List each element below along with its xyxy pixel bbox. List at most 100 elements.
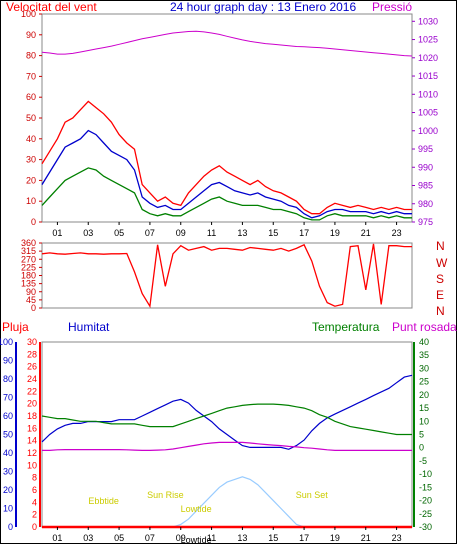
panel1-left-tick-label: 100 [21, 9, 36, 19]
panel2-border [41, 242, 413, 309]
panel3-temp-tick-label: 15 [419, 403, 429, 413]
panel3-rain-tick-label: 20 [27, 399, 37, 409]
compass-n-top: N [436, 239, 445, 253]
panel2-left-tick-label: 0 [31, 303, 36, 313]
panel1-left-tick-label: 90 [26, 30, 36, 40]
pressure-label: Pressió [372, 0, 413, 14]
panel3-humidity-tick-label: 90 [3, 356, 13, 366]
panel2-left-tick-label: 90 [26, 287, 36, 297]
wind-speed-label: Velocitat del vent [6, 0, 97, 14]
panel3-rain-tick-label: 4 [32, 497, 37, 507]
humidity-label: Humitat [68, 320, 110, 334]
panel3-temp-tick-label: -15 [419, 482, 432, 492]
panel3-temp-tick-label: 25 [419, 377, 429, 387]
panel2-series-direction [41, 243, 412, 309]
panel3-temp-tick-label: 0 [419, 443, 424, 453]
panel3-rain-tick-label: 6 [32, 485, 37, 495]
panel3-temp-tick-label: 20 [419, 390, 429, 400]
panel2-left-tick-label: 135 [21, 279, 36, 289]
panel1-left-tick-label: 60 [26, 92, 36, 102]
panel1-right-tick-label: 980 [418, 199, 433, 209]
panel3-rain-tick-label: 14 [27, 436, 37, 446]
panel3-rain-tick-label: 2 [32, 510, 37, 520]
panel3-x-tick-label: 13 [237, 533, 247, 543]
panel3-humidity-tick-label: 20 [3, 485, 13, 495]
compass-n-bottom: N [436, 304, 445, 318]
panel3-x-tick-label: 03 [83, 533, 93, 543]
panel1-series-red [41, 100, 412, 215]
panel3-rain-tick-label: 24 [27, 374, 37, 384]
panel1-x-tick-label: 05 [114, 228, 124, 238]
panel2-left-tick-label: 225 [21, 262, 36, 272]
panel3-temp-tick-label: 40 [419, 337, 429, 347]
panel1-right-tick-label: 1000 [418, 126, 438, 136]
panel1-x-tick-label: 23 [392, 228, 402, 238]
panel3-x-tick-label: 01 [52, 533, 62, 543]
panel1-left-tick-label: 40 [26, 134, 36, 144]
compass-w: W [436, 256, 448, 270]
panel1-left-tick-label: 80 [26, 51, 36, 61]
temperature-label: Temperatura [312, 320, 380, 334]
panel3-temp-tick-label: 30 [419, 363, 429, 373]
panel1-series-magenta [41, 30, 413, 57]
panel1-right-tick-label: 1015 [418, 71, 438, 81]
panel1-right-tick-label: 985 [418, 181, 433, 191]
panel3-rain-tick-label: 22 [27, 386, 37, 396]
compass-e: E [436, 288, 445, 302]
panel3-x-tick-label: 05 [114, 533, 124, 543]
panel1-x-tick-label: 11 [207, 228, 216, 238]
panel3-x-tick-label: 07 [145, 533, 155, 543]
panel3-temp-tick-label: -25 [419, 509, 432, 519]
panel3-humidity-tick-label: 100 [0, 337, 13, 347]
panel3-series-blue [41, 374, 413, 450]
panel3-rain-tick-label: 10 [27, 460, 37, 470]
panel3-annotation: Ebbtide [88, 496, 119, 506]
panel2-left-tick-label: 45 [26, 295, 36, 305]
panel3-humidity-tick-label: 80 [3, 374, 13, 384]
panel3-annotation: Lowtide [181, 504, 212, 514]
panel1-series-green [41, 167, 412, 221]
panel3-rain-tick-label: 26 [27, 362, 37, 372]
panel1-left-tick-label: 70 [26, 71, 36, 81]
panel3-annotation: Sun Set [296, 490, 329, 500]
chart-title: 24 hour graph day : 13 Enero 2016 [170, 0, 357, 14]
panel1-right-tick-label: 1020 [418, 53, 438, 63]
panel2-left-tick-label: 360 [21, 238, 36, 248]
panel3-x-tick-label: 15 [268, 533, 278, 543]
panel1-x-tick-label: 03 [83, 228, 93, 238]
panel1-right-tick-label: 1005 [418, 108, 438, 118]
panel2-left-tick-label: 180 [21, 271, 36, 281]
panel1-left-tick-label: 10 [26, 196, 36, 206]
panel3-x-tick-label: 23 [392, 533, 402, 543]
panel1-right-tick-label: 1025 [418, 35, 438, 45]
panel3-temp-tick-label: -30 [419, 522, 432, 532]
panel3-temp-tick-label: -5 [419, 456, 427, 466]
panel3-x-tick-label: 19 [330, 533, 340, 543]
panel1-x-tick-label: 07 [145, 228, 155, 238]
dewpoint-label: Punt rosada [392, 320, 457, 334]
panel3-x-tick-label: 09 [176, 533, 186, 543]
panel1-left-tick-label: 0 [31, 217, 36, 227]
panel1-x-tick-label: 01 [52, 228, 62, 238]
panel3-rain-tick-label: 30 [27, 337, 37, 347]
panel3-humidity-tick-label: 50 [3, 430, 13, 440]
panel3-humidity-tick-label: 70 [3, 393, 13, 403]
panel3-rain-tick-label: 28 [27, 349, 37, 359]
rain-label: Pluja [2, 320, 29, 334]
panel3-temp-tick-label: -20 [419, 496, 432, 506]
panel1-left-tick-label: 30 [26, 155, 36, 165]
panel1-right-tick-label: 975 [418, 217, 433, 227]
panel3-temp-tick-label: 35 [419, 350, 429, 360]
panel1-right-tick-label: 1010 [418, 89, 438, 99]
panel1-right-tick-label: 1030 [418, 16, 438, 26]
panel3-temp-tick-label: 10 [419, 416, 429, 426]
panel2-left-tick-label: 315 [21, 246, 36, 256]
panel3-humidity-tick-label: 40 [3, 448, 13, 458]
panel1-series-blue [41, 129, 412, 219]
panel1-right-tick-label: 990 [418, 162, 433, 172]
panel1-border [41, 13, 413, 223]
panel3-series-magenta [42, 441, 412, 451]
panel3-rain-tick-label: 12 [27, 448, 37, 458]
